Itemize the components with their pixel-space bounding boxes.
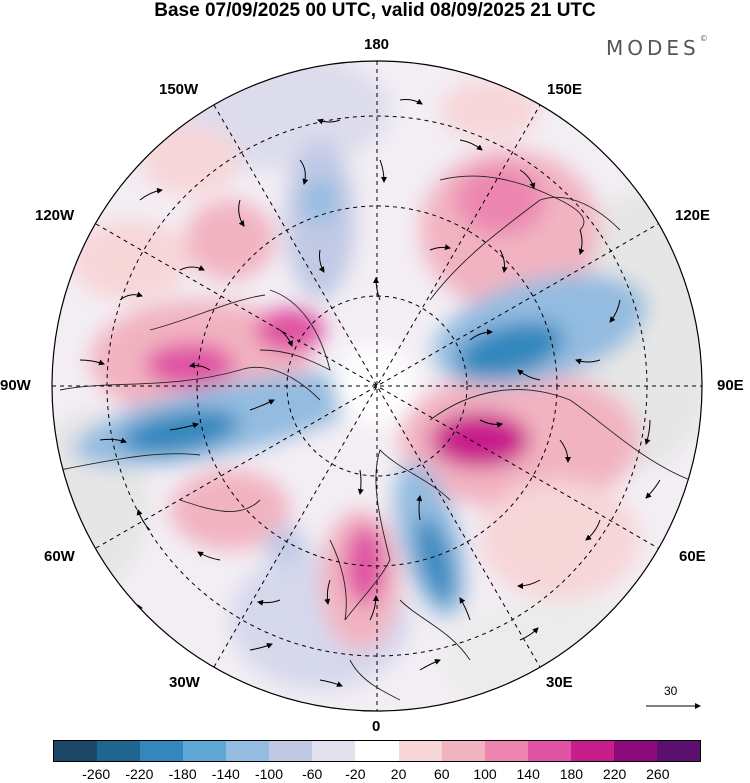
colorbar-swatch [441,741,485,761]
map-boundary [51,60,703,712]
lon-label-30e: 30E [546,674,573,691]
colorbar-tick-label: -180 [168,766,197,782]
colorbar-tick-label: 60 [434,766,450,782]
lon-label-60e: 60E [679,548,706,565]
colorbar-swatch [527,741,571,761]
colorbar-swatch [97,741,141,761]
anomaly-field [52,61,702,711]
colorbar-swatch [570,741,614,761]
colorbar-tick-label: -140 [211,766,240,782]
colorbar-swatch [269,741,313,761]
colorbar-tick-label: -100 [254,766,284,782]
chart-title: Base 07/09/2025 00 UTC, valid 08/09/2025… [154,0,596,21]
lon-label-150w: 150W [159,81,199,98]
colorbar-swatch [656,741,700,761]
modes-logo: MODES© [606,34,708,60]
lon-label-90w: 90W [0,377,31,394]
lon-label-120w: 120W [35,207,75,224]
colorbar-swatch [183,741,227,761]
colorbar-swatch [54,741,98,761]
lon-label-30w: 30W [169,674,200,691]
colorbar-swatch [398,741,442,761]
colorbar-tick-label: 140 [516,766,540,782]
brand-name: MODES [606,36,700,60]
colorbar-tick-label: 100 [473,766,497,782]
colorbar-labels: -260 -220 -180 -140 -100 -60 -20 20 60 100 140 180 2… [0,766,750,782]
colorbar-tick-label: 180 [559,766,584,782]
colorbar-tick-label: -60 [302,766,323,782]
lon-label-90e: 90E [717,377,744,394]
colorbar-tick-label: 20 [390,766,407,782]
lon-label-120e: 120E [675,207,711,224]
lon-label-0: 0 [372,718,381,735]
colorbar-swatch [355,741,399,761]
colorbar-swatch [140,741,184,761]
coastlines [59,175,691,701]
wind-vectors [79,98,661,687]
colorbar-swatch [226,741,270,761]
colorbar-swatch [312,741,356,761]
copyright-mark: © [699,34,708,43]
colorbar-tick-label: -220 [125,766,154,782]
colorbar [53,740,701,762]
lon-label-150e: 150E [547,81,583,98]
lon-label-180: 180 [364,36,390,53]
colorbar-tick-label: 260 [646,766,670,782]
colorbar-swatch [613,741,657,761]
colorbar-tick-label: 220 [602,766,627,782]
colorbar-swatch [484,741,528,761]
lon-label-60w: 60W [44,548,75,565]
colorbar-tick-label: -260 [82,766,111,782]
reference-vector-value: 30 [664,684,678,698]
colorbar-tick-label: -20 [345,766,366,782]
